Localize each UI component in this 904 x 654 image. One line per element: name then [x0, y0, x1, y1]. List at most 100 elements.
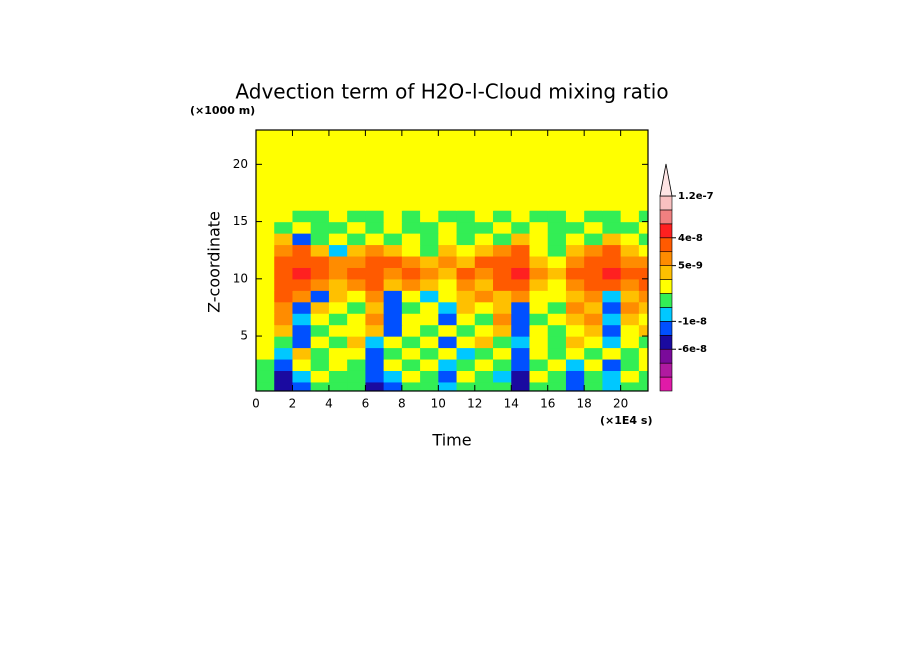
contour-cell — [274, 221, 294, 234]
colorbar-tick-label: 1.2e-7 — [678, 191, 714, 202]
contour-cell — [511, 370, 531, 383]
contour-cell — [602, 244, 622, 257]
y-tick-label: 15 — [233, 214, 248, 228]
contour-cell — [511, 255, 531, 268]
contour-cell — [256, 255, 275, 268]
contour-cell — [493, 210, 512, 223]
contour-cell — [620, 210, 640, 223]
contour-cell — [310, 370, 330, 383]
colorbar-box — [659, 279, 673, 294]
contour-cell — [602, 130, 622, 143]
contour-cell — [511, 187, 531, 200]
contour-cell — [511, 210, 531, 223]
contour-cell — [420, 233, 439, 246]
contour-cell — [310, 336, 330, 349]
contour-cell — [638, 244, 648, 257]
contour-cell — [438, 152, 458, 165]
contour-cell — [256, 130, 275, 143]
contour-cell — [565, 381, 585, 391]
contour-cell — [638, 221, 648, 234]
contour-cell — [438, 130, 458, 143]
contour-cell — [347, 336, 366, 349]
contour-cell — [565, 370, 585, 383]
contour-cell — [365, 198, 385, 211]
contour-cell — [383, 221, 403, 234]
contour-cell — [638, 301, 648, 314]
contour-cell — [456, 175, 476, 188]
colorbar-box — [659, 209, 673, 225]
contour-cell — [256, 164, 275, 177]
contour-cell — [383, 370, 403, 383]
contour-cell — [292, 130, 312, 143]
contour-cell — [420, 244, 439, 257]
contour-cell — [456, 255, 476, 268]
contour-cell — [365, 187, 385, 200]
contour-cell — [310, 347, 330, 360]
contour-cell — [328, 233, 348, 246]
contour-cell — [420, 130, 439, 143]
x-tick-label: 12 — [467, 397, 482, 411]
contour-cell — [547, 301, 567, 314]
contour-cell — [310, 130, 330, 143]
contour-cell — [292, 347, 312, 360]
contour-cell — [547, 278, 567, 291]
contour-cell — [310, 152, 330, 165]
contour-cell — [493, 324, 512, 337]
contour-cell — [292, 210, 312, 223]
contour-cell — [365, 347, 385, 360]
contour-cell — [493, 301, 512, 314]
contour-cell — [584, 244, 604, 257]
contour-cell — [401, 336, 421, 349]
contour-cell — [602, 233, 622, 246]
contour-cell — [602, 358, 622, 371]
contour-cell — [547, 198, 567, 211]
contour-cell — [547, 130, 567, 143]
contour-cell — [493, 358, 512, 371]
colorbar-box — [659, 251, 673, 266]
contour-cell — [438, 198, 458, 211]
contour-cell — [638, 278, 648, 291]
contour-cell — [274, 358, 294, 371]
contour-cell — [401, 278, 421, 291]
contour-cell — [638, 255, 648, 268]
contour-cell — [438, 347, 458, 360]
contour-cell — [365, 278, 385, 291]
contour-cell — [328, 313, 348, 326]
contour-cell — [256, 221, 275, 234]
contour-cell — [292, 290, 312, 303]
colorbar-tick-label: -6e-8 — [678, 344, 707, 355]
colorbar-tick-label: 5e-9 — [678, 261, 703, 272]
contour-cell — [292, 267, 312, 280]
contour-cell — [438, 358, 458, 371]
contour-cell — [420, 347, 439, 360]
contour-cell — [565, 141, 585, 154]
contour-cell — [474, 221, 494, 234]
contour-cell — [365, 244, 385, 257]
contour-cell — [365, 221, 385, 234]
contour-cell — [547, 370, 567, 383]
contour-cell — [602, 290, 622, 303]
contour-cell — [638, 313, 648, 326]
plot-frame — [255, 129, 649, 392]
contour-cell — [493, 267, 512, 280]
contour-cell — [547, 210, 567, 223]
x-tick-label: 8 — [398, 397, 406, 411]
contour-cell — [365, 255, 385, 268]
contour-cell — [420, 198, 439, 211]
contour-cell — [584, 267, 604, 280]
x-tick-label: 10 — [431, 397, 446, 411]
contour-cell — [456, 198, 476, 211]
contour-cell — [274, 290, 294, 303]
contour-cell — [328, 278, 348, 291]
contour-cell — [474, 301, 494, 314]
contour-cell — [420, 221, 439, 234]
contour-cell — [383, 278, 403, 291]
contour-cell — [347, 313, 366, 326]
contour-cell — [511, 130, 531, 143]
contour-cell — [529, 221, 549, 234]
contour-cell — [602, 175, 622, 188]
contour-cell — [584, 381, 604, 391]
contour-cell — [474, 358, 494, 371]
contour-cell — [347, 233, 366, 246]
contour-cell — [347, 152, 366, 165]
